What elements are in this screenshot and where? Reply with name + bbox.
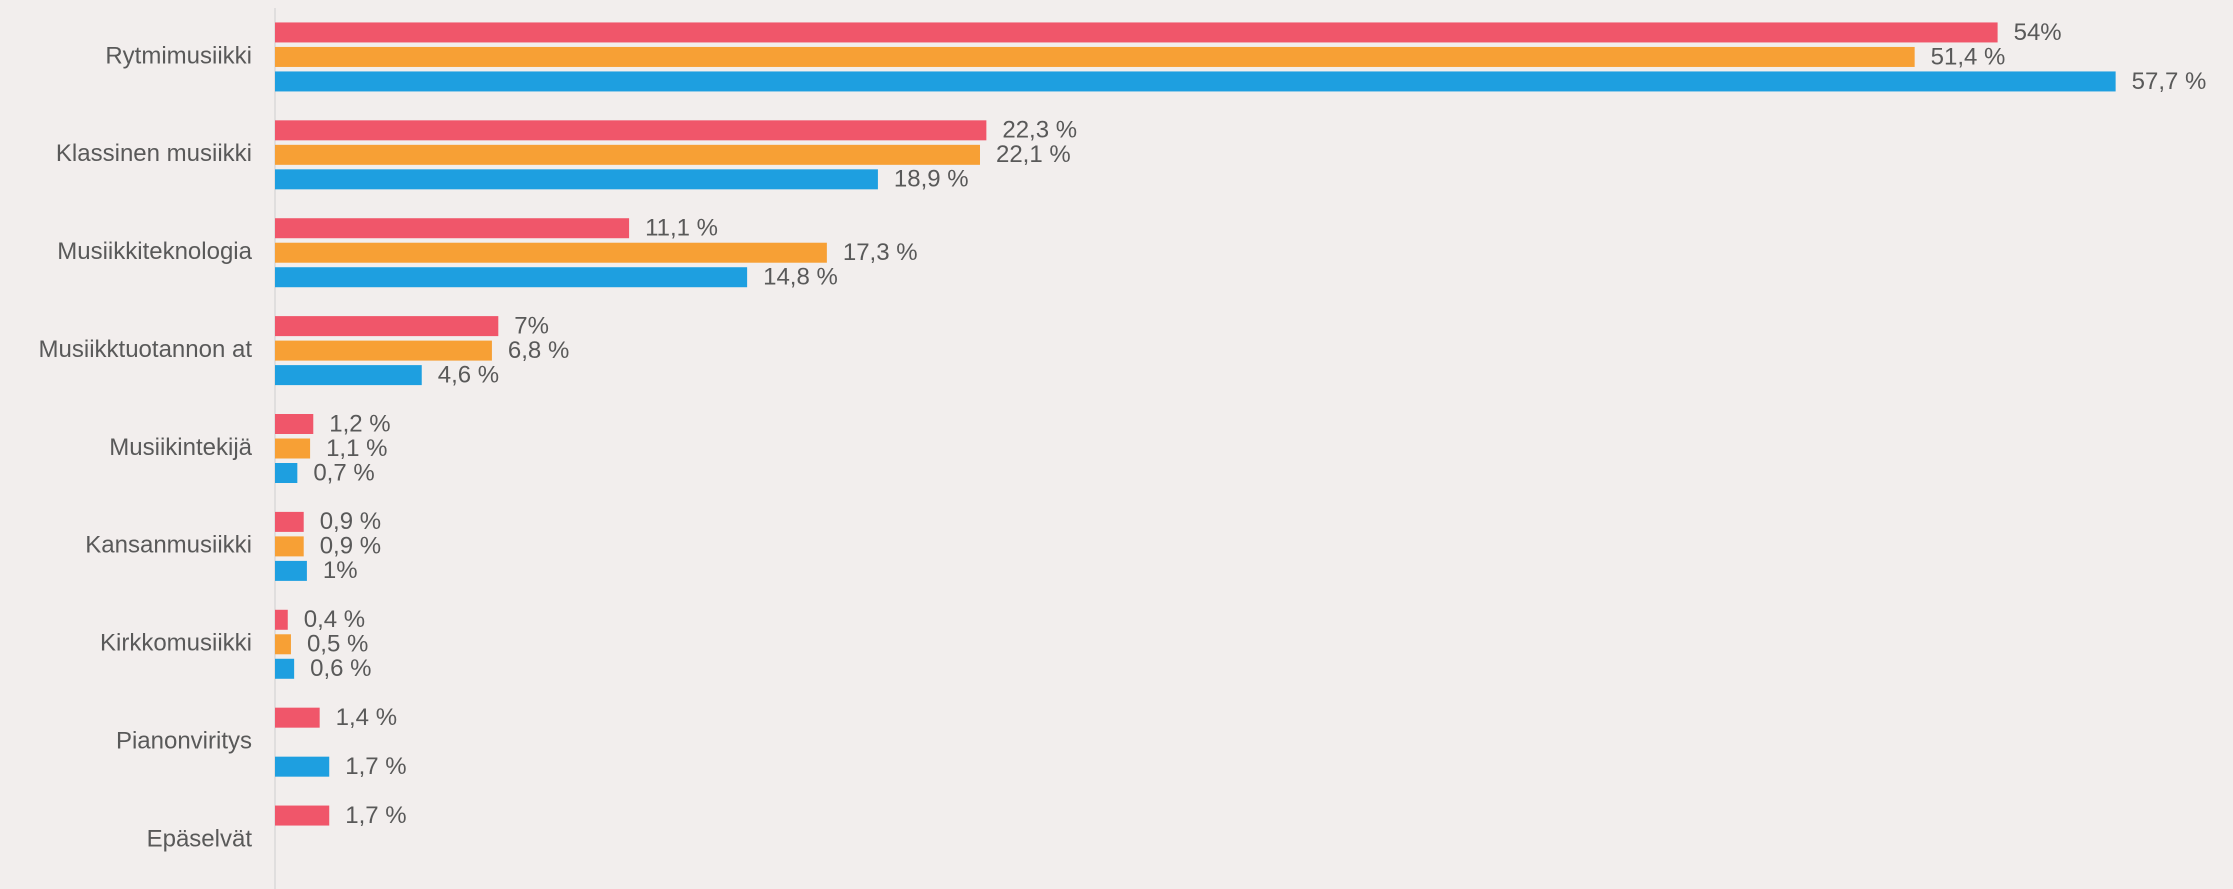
- bar: [275, 22, 1998, 43]
- value-label: 0,9 %: [320, 508, 381, 535]
- bar: [275, 536, 304, 557]
- value-label: 7%: [514, 312, 549, 339]
- value-label: 4,6 %: [438, 361, 499, 388]
- value-label: 14,8 %: [763, 264, 838, 291]
- bar: [275, 560, 307, 581]
- value-label: 0,4 %: [304, 606, 365, 633]
- category-label: Kansanmusiikki: [85, 532, 252, 559]
- value-label: 22,3 %: [1002, 117, 1077, 144]
- value-label: 57,7 %: [2132, 68, 2207, 95]
- value-label: 1,4 %: [336, 704, 397, 731]
- bar: [275, 609, 288, 630]
- value-label: 0,6 %: [310, 655, 371, 682]
- bar: [275, 340, 492, 361]
- value-label: 1,7 %: [345, 753, 406, 780]
- category-label: Klassinen musiikki: [56, 140, 252, 167]
- bar: [275, 658, 295, 679]
- category-label: Kirkkomusiikki: [100, 630, 252, 657]
- value-label: 22,1 %: [996, 141, 1071, 168]
- bar: [275, 120, 987, 141]
- bar: [275, 46, 1915, 67]
- value-label: 11,1 %: [645, 215, 718, 242]
- category-label: Pianonviritys: [116, 728, 252, 755]
- value-label: 1,1 %: [326, 435, 387, 462]
- bar: [275, 438, 311, 459]
- value-label: 17,3 %: [843, 239, 918, 266]
- value-label: 1,7 %: [345, 802, 406, 829]
- bar: [275, 365, 422, 386]
- bar: [275, 267, 748, 288]
- category-label: Musiikintekijä: [109, 434, 252, 461]
- value-label: 0,7 %: [313, 459, 374, 486]
- value-label: 0,5 %: [307, 631, 368, 658]
- category-label: Musiikktuotannon at: [39, 336, 253, 363]
- value-label: 54%: [2014, 19, 2062, 46]
- category-label: Rytmimusiikki: [105, 42, 252, 69]
- bar: [275, 144, 980, 165]
- category-label: Musiikkiteknologia: [57, 238, 252, 265]
- bar: [275, 756, 330, 777]
- bar: [275, 218, 630, 239]
- bar: [275, 71, 2116, 92]
- value-label: 0,9 %: [320, 533, 381, 560]
- bar: [275, 511, 304, 532]
- value-label: 51,4 %: [1931, 43, 2006, 70]
- bar: [275, 463, 298, 483]
- bar: [275, 316, 499, 337]
- bar: [275, 805, 330, 826]
- category-label: Epäselvät: [147, 825, 253, 852]
- value-label: 18,9 %: [894, 166, 969, 193]
- bar: [275, 242, 827, 263]
- value-label: 6,8 %: [508, 337, 569, 364]
- value-label: 1%: [323, 557, 358, 584]
- bar: [275, 169, 878, 190]
- bar: [275, 707, 320, 728]
- bar: [275, 414, 314, 434]
- value-label: 1,2 %: [329, 410, 390, 437]
- bar: [275, 634, 291, 655]
